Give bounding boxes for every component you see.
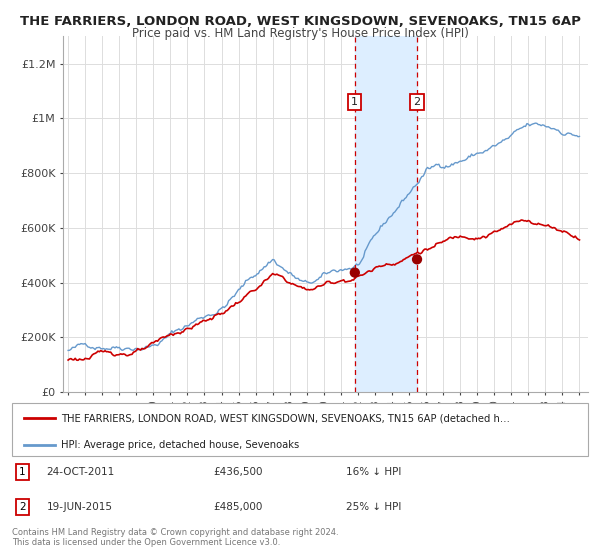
Bar bbox=[355, 36, 417, 392]
Text: 16% ↓ HPI: 16% ↓ HPI bbox=[346, 467, 401, 477]
Text: HPI: Average price, detached house, Sevenoaks: HPI: Average price, detached house, Seve… bbox=[61, 440, 299, 450]
Text: £485,000: £485,000 bbox=[214, 502, 263, 512]
Text: 2: 2 bbox=[413, 97, 421, 107]
Text: THE FARRIERS, LONDON ROAD, WEST KINGSDOWN, SEVENOAKS, TN15 6AP (detached h…: THE FARRIERS, LONDON ROAD, WEST KINGSDOW… bbox=[61, 413, 510, 423]
Text: 19-JUN-2015: 19-JUN-2015 bbox=[47, 502, 113, 512]
Text: 2: 2 bbox=[19, 502, 26, 512]
Text: Contains HM Land Registry data © Crown copyright and database right 2024.
This d: Contains HM Land Registry data © Crown c… bbox=[12, 528, 338, 547]
Text: £436,500: £436,500 bbox=[214, 467, 263, 477]
Text: 1: 1 bbox=[352, 97, 358, 107]
FancyBboxPatch shape bbox=[12, 403, 588, 456]
Point bbox=[350, 268, 359, 277]
Text: Price paid vs. HM Land Registry's House Price Index (HPI): Price paid vs. HM Land Registry's House … bbox=[131, 27, 469, 40]
Point bbox=[412, 255, 422, 264]
Text: 1: 1 bbox=[19, 467, 26, 477]
Text: THE FARRIERS, LONDON ROAD, WEST KINGSDOWN, SEVENOAKS, TN15 6AP: THE FARRIERS, LONDON ROAD, WEST KINGSDOW… bbox=[20, 15, 580, 27]
Text: 25% ↓ HPI: 25% ↓ HPI bbox=[346, 502, 401, 512]
Text: 24-OCT-2011: 24-OCT-2011 bbox=[47, 467, 115, 477]
